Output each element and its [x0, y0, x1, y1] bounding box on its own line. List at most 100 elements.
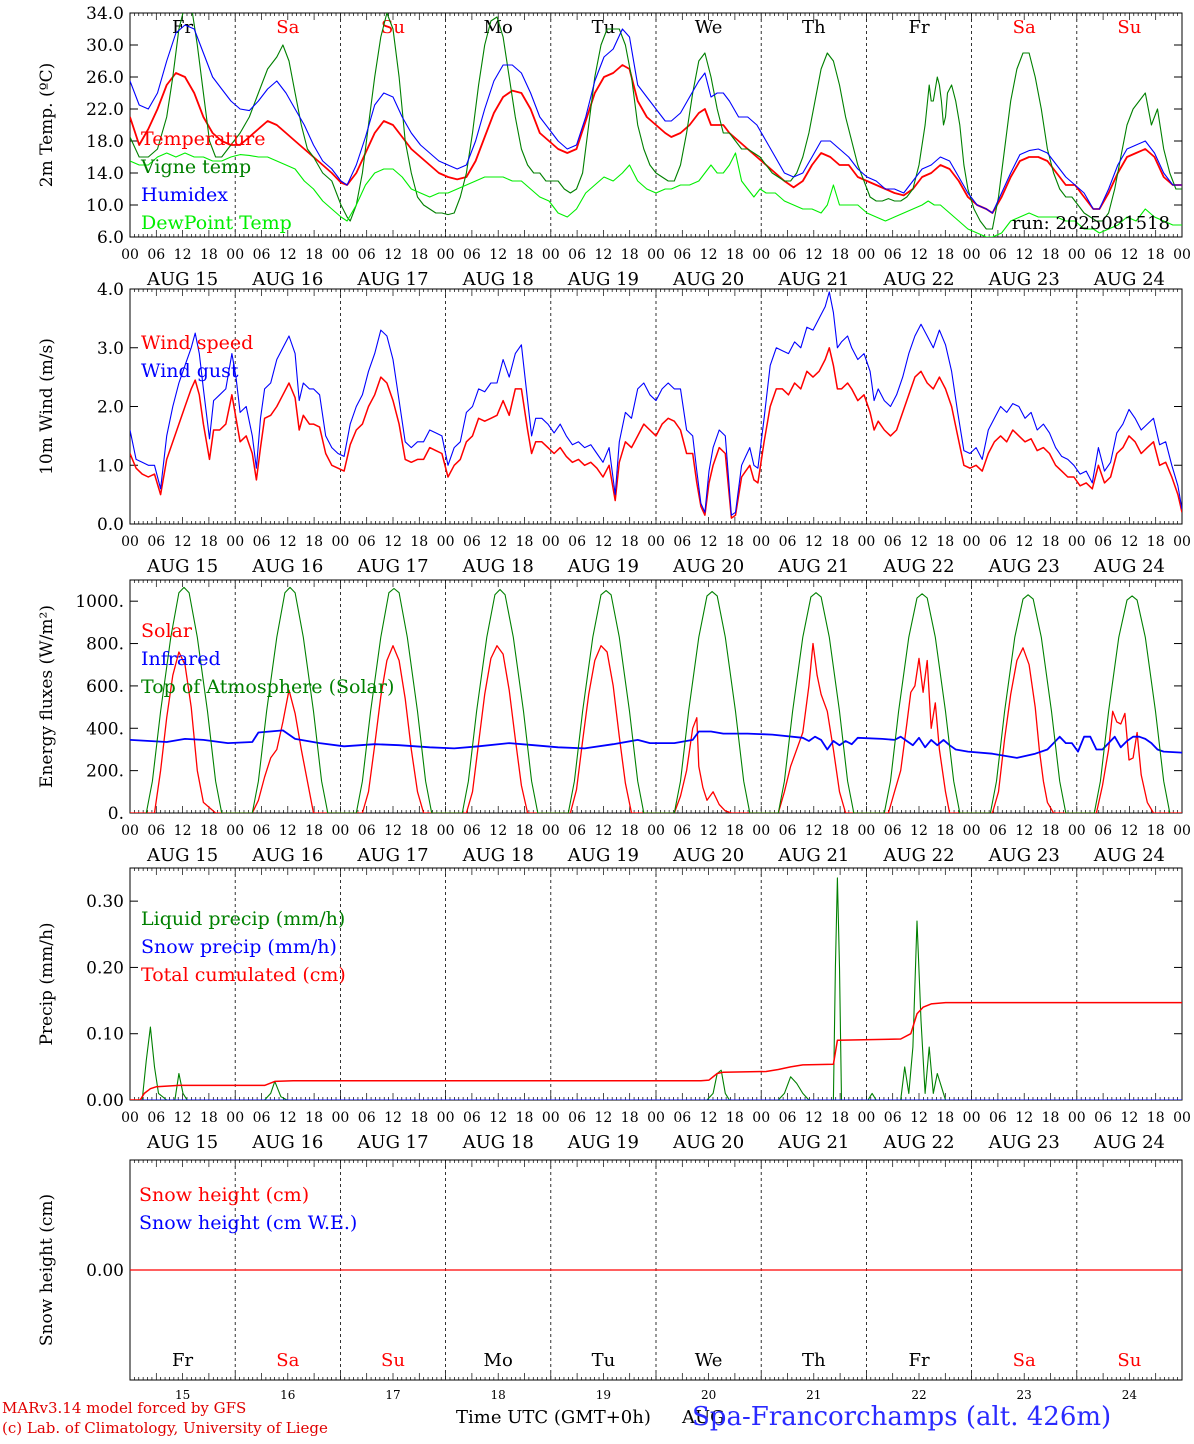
x-hour-label: 18: [936, 1110, 954, 1126]
x-hour-label: 06: [358, 1110, 376, 1126]
x-date-label: AUG 21: [777, 269, 849, 290]
run-label: run: 2025081518: [1012, 213, 1170, 234]
day-name-label: Fr: [172, 1350, 193, 1371]
time-axis-overlap-text: AUG: [682, 1407, 725, 1428]
x-hour-label: 12: [805, 823, 823, 839]
x-date-label: AUG 20: [672, 556, 744, 577]
x-hour-label: 12: [594, 823, 612, 839]
x-hour-label: 18: [936, 247, 954, 263]
x-hour-label: 06: [568, 823, 586, 839]
x-hour-label: 12: [489, 534, 507, 550]
day-name-label: Su: [381, 1350, 405, 1371]
x-hour-label: 12: [1120, 247, 1138, 263]
x-hour-label: 00: [963, 247, 981, 263]
x-hour-label: 18: [516, 823, 534, 839]
x-hour-label: 18: [410, 1110, 428, 1126]
x-hour-label: 12: [174, 247, 192, 263]
y-tick-label: 18.0: [86, 132, 124, 152]
day-number-label: 22: [911, 1388, 926, 1402]
x-hour-label: 00: [1173, 247, 1191, 263]
x-hour-label: 18: [1147, 823, 1165, 839]
x-date-label: AUG 20: [672, 845, 744, 866]
series-line: [130, 24, 1182, 214]
x-hour-label: 06: [568, 1110, 586, 1126]
x-date-label: AUG 21: [777, 556, 849, 577]
x-hour-label: 18: [305, 1110, 323, 1126]
x-date-label: AUG 16: [251, 269, 323, 290]
x-hour-label: 06: [463, 247, 481, 263]
legend-entry: DewPoint Temp: [141, 212, 292, 234]
y-tick-label: 22.0: [86, 100, 124, 120]
y-tick-label: 0.: [108, 804, 124, 824]
x-hour-label: 06: [989, 247, 1007, 263]
x-hour-label: 06: [147, 534, 165, 550]
x-hour-label: 00: [752, 247, 770, 263]
day-number-label: 16: [280, 1388, 295, 1402]
y-tick-label: 0.30: [86, 892, 124, 912]
x-hour-label: 00: [331, 247, 349, 263]
legend-entry: Top of Atmosphere (Solar): [141, 676, 394, 698]
x-hour-label: 12: [910, 534, 928, 550]
day-number-label: 20: [701, 1388, 716, 1402]
day-name-label: Sa: [276, 17, 299, 38]
x-hour-label: 00: [963, 823, 981, 839]
x-hour-label: 00: [752, 1110, 770, 1126]
legend-entry: Snow height (cm W.E.): [139, 1212, 357, 1234]
day-number-label: 17: [385, 1388, 400, 1402]
x-hour-label: 00: [121, 247, 139, 263]
x-hour-label: 18: [621, 534, 639, 550]
x-date-label: AUG 22: [882, 556, 954, 577]
x-hour-label: 12: [384, 534, 402, 550]
x-hour-label: 06: [884, 1110, 902, 1126]
x-hour-label: 18: [305, 247, 323, 263]
series-line: [130, 877, 1182, 1100]
x-hour-label: 12: [910, 247, 928, 263]
x-hour-label: 12: [594, 534, 612, 550]
x-hour-label: 00: [1173, 1110, 1191, 1126]
x-hour-label: 00: [226, 534, 244, 550]
x-date-label: AUG 17: [356, 269, 428, 290]
y-tick-label: 0.00: [86, 1261, 124, 1281]
x-hour-label: 00: [963, 1110, 981, 1126]
x-date-label: AUG 23: [988, 845, 1060, 866]
x-hour-label: 12: [805, 1110, 823, 1126]
day-number-label: 19: [596, 1388, 611, 1402]
x-hour-label: 06: [673, 1110, 691, 1126]
x-hour-label: 12: [279, 823, 297, 839]
day-name-label: Tu: [592, 1350, 616, 1371]
x-hour-label: 06: [1094, 534, 1112, 550]
x-date-label: AUG 23: [988, 556, 1060, 577]
series-line: [130, 64, 1182, 214]
x-hour-label: 12: [174, 823, 192, 839]
x-hour-label: 18: [831, 534, 849, 550]
x-date-label: AUG 15: [146, 269, 218, 290]
time-axis-title: Time UTC (GMT+0h): [456, 1407, 651, 1428]
x-hour-label: 06: [1094, 247, 1112, 263]
y-tick-label: 400.: [86, 719, 124, 739]
legend-entry: Liquid precip (mm/h): [141, 908, 345, 930]
x-hour-label: 06: [253, 1110, 271, 1126]
y-tick-label: 600.: [86, 677, 124, 697]
y-axis-title: Energy fluxes (W/m²): [37, 605, 57, 788]
series-line: [130, 13, 1182, 230]
x-hour-label: 00: [226, 247, 244, 263]
x-hour-label: 06: [358, 247, 376, 263]
x-hour-label: 06: [568, 247, 586, 263]
x-hour-label: 12: [910, 823, 928, 839]
x-hour-label: 06: [568, 534, 586, 550]
x-hour-label: 00: [1173, 823, 1191, 839]
y-tick-label: 0.00: [86, 1091, 124, 1111]
x-hour-label: 12: [489, 823, 507, 839]
x-hour-label: 06: [1094, 1110, 1112, 1126]
x-hour-label: 06: [884, 247, 902, 263]
x-date-label: AUG 17: [356, 845, 428, 866]
x-hour-label: 12: [1015, 534, 1033, 550]
x-hour-label: 12: [1120, 534, 1138, 550]
day-name-label: Mo: [484, 1350, 513, 1371]
legend-entry: Wind gust: [141, 360, 239, 382]
x-hour-label: 06: [989, 534, 1007, 550]
x-hour-label: 12: [700, 247, 718, 263]
day-name-label: Th: [802, 1350, 826, 1371]
x-date-label: AUG 17: [356, 1132, 428, 1153]
x-hour-label: 18: [726, 1110, 744, 1126]
